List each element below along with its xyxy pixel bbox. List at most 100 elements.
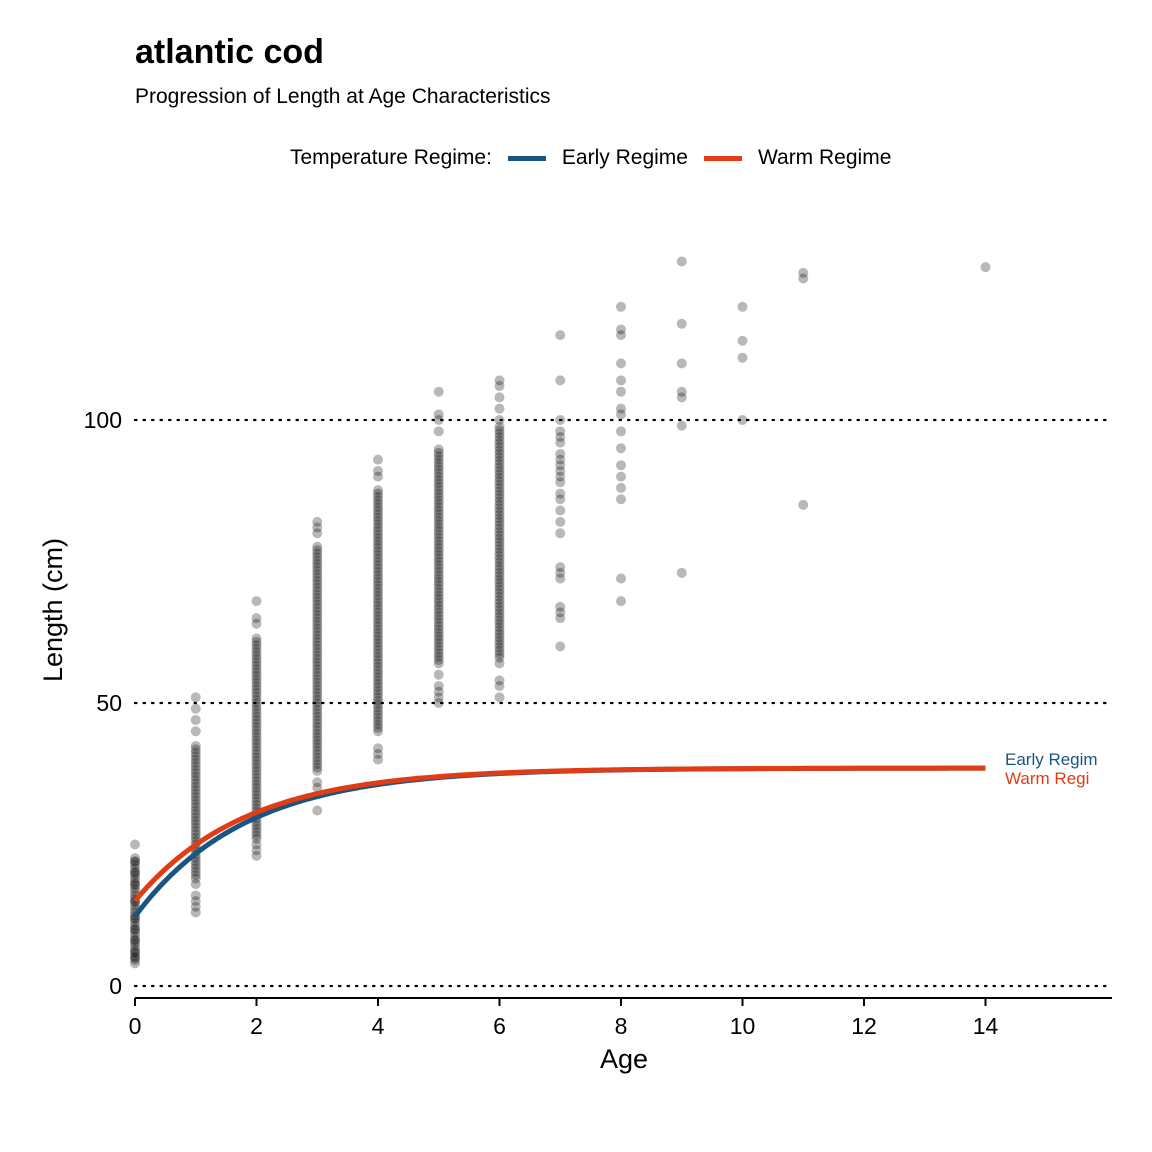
- data-point: [312, 731, 323, 742]
- data-point: [433, 686, 444, 697]
- data-point: [373, 570, 383, 581]
- data-point: [555, 330, 566, 341]
- data-point: [433, 610, 444, 621]
- data-point: [433, 447, 444, 458]
- data-point: [130, 863, 140, 874]
- data-point: [494, 442, 505, 453]
- data-point: [251, 698, 262, 708]
- data-point: [251, 745, 262, 756]
- end-label-warm: Warm Regi: [1005, 769, 1089, 788]
- data-point: [312, 667, 323, 678]
- data-point: [190, 788, 201, 799]
- data-point: [251, 613, 262, 624]
- data-point: [494, 375, 505, 386]
- data-point: [373, 754, 383, 765]
- data-point: [251, 640, 262, 651]
- data-point: [373, 692, 383, 703]
- data-point: [312, 575, 323, 586]
- data-point: [373, 512, 383, 523]
- data-point: [373, 525, 383, 536]
- data-point: [312, 704, 323, 715]
- data-point: [190, 714, 201, 725]
- legend: Temperature Regime: Early Regime Warm Re…: [290, 146, 891, 170]
- data-point: [251, 827, 262, 838]
- data-point: [251, 694, 262, 705]
- data-point: [555, 465, 566, 476]
- data-point: [251, 711, 262, 722]
- data-point: [312, 701, 323, 712]
- data-point: [555, 426, 566, 437]
- data-point: [373, 621, 383, 632]
- data-point: [433, 522, 444, 533]
- data-point: [312, 718, 323, 729]
- chart-title: atlantic cod: [135, 33, 324, 71]
- data-point: [616, 596, 626, 607]
- data-point: [433, 502, 444, 513]
- data-point: [251, 653, 262, 664]
- data-point: [433, 498, 444, 509]
- data-point: [373, 722, 383, 733]
- data-point: [494, 472, 505, 483]
- data-point: [494, 455, 505, 466]
- data-point: [312, 647, 323, 658]
- data-point: [373, 566, 383, 577]
- data-point: [433, 570, 444, 581]
- data-point: [312, 782, 323, 793]
- data-point: [433, 519, 444, 530]
- data-point: [494, 594, 505, 605]
- gridlines: [133, 418, 1114, 988]
- data-point: [494, 421, 505, 432]
- series-line-early: [133, 765, 986, 918]
- data-point: [555, 454, 566, 465]
- data-point: [312, 602, 323, 613]
- data-point: [251, 714, 262, 725]
- data-point: [555, 471, 566, 482]
- x-tick-label: 4: [372, 1013, 385, 1039]
- data-point: [494, 571, 505, 582]
- data-point: [190, 778, 201, 789]
- data-point: [251, 799, 262, 810]
- data-point: [312, 585, 323, 596]
- data-point: [190, 859, 201, 870]
- data-point: [433, 478, 444, 489]
- data-point: [373, 532, 383, 543]
- data-point: [251, 782, 262, 793]
- data-point: [312, 516, 323, 527]
- data-point: [312, 606, 323, 617]
- data-point: [555, 460, 566, 471]
- data-point: [190, 726, 201, 737]
- data-point: [130, 958, 140, 969]
- data-point: [373, 539, 383, 550]
- data-point: [433, 648, 444, 659]
- data-point: [373, 668, 383, 679]
- data-point: [312, 589, 323, 600]
- data-point: [312, 643, 323, 654]
- data-point: [373, 675, 383, 686]
- data-point: [251, 833, 262, 844]
- data-point: [312, 619, 323, 630]
- data-point: [616, 409, 626, 420]
- data-point: [373, 559, 383, 570]
- data-point: [312, 738, 323, 749]
- data-point: [373, 610, 383, 621]
- data-point: [312, 633, 323, 644]
- growth-curves: [133, 765, 986, 918]
- data-point: [494, 564, 505, 575]
- data-point: [494, 448, 505, 459]
- data-point: [190, 812, 201, 823]
- axes: 0 50 100 0 2 4 6 8 10 12 14 Age Length (cm): [38, 407, 1112, 1074]
- data-point: [494, 486, 505, 497]
- data-point: [190, 771, 201, 782]
- data-point: [373, 627, 383, 638]
- data-point: [251, 704, 262, 715]
- data-point: [373, 583, 383, 594]
- data-point: [616, 375, 626, 386]
- data-point: [494, 608, 505, 619]
- data-point: [312, 748, 323, 759]
- x-tick-label: 12: [851, 1013, 877, 1039]
- data-point: [130, 937, 140, 948]
- data-point: [433, 644, 444, 655]
- data-point: [373, 661, 383, 672]
- data-point: [373, 712, 383, 723]
- x-tick-label: 8: [615, 1013, 628, 1039]
